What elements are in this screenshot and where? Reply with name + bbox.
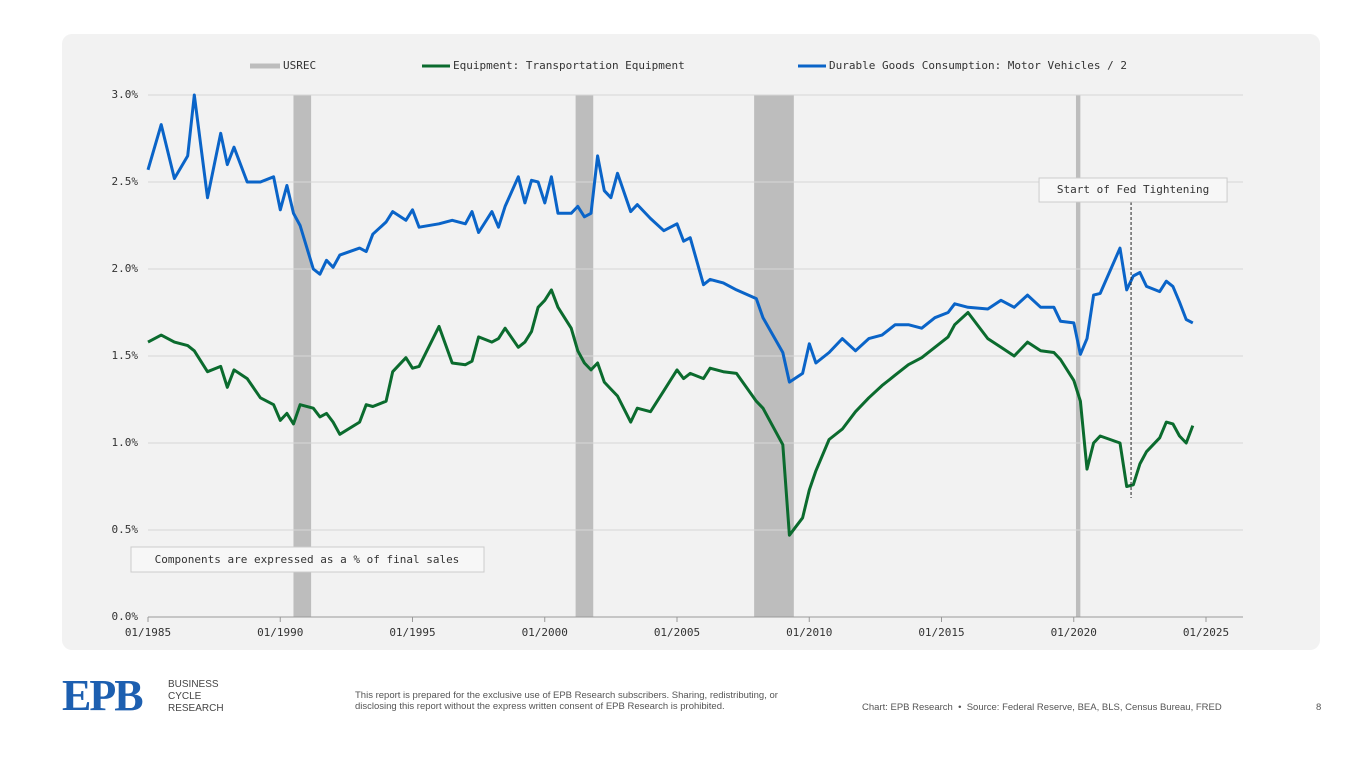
x-tick-label: 01/2005 bbox=[654, 626, 700, 639]
annotation-box bbox=[1038, 177, 1228, 203]
note-text: Components are expressed as a % of final… bbox=[155, 553, 460, 566]
logo: EPB bbox=[62, 671, 144, 720]
x-tick-label: 01/2025 bbox=[1183, 626, 1229, 639]
note-box bbox=[130, 546, 485, 573]
x-tick-label: 01/2020 bbox=[1051, 626, 1097, 639]
page-number: 8 bbox=[1316, 702, 1322, 713]
series-line bbox=[146, 93, 1194, 384]
y-tick-label: 1.0% bbox=[112, 436, 139, 449]
legend-label: Equipment: Transportation Equipment bbox=[453, 59, 685, 72]
y-tick-label: 3.0% bbox=[112, 88, 139, 101]
y-tick-label: 0.0% bbox=[112, 610, 139, 623]
x-tick-label: 01/2015 bbox=[918, 626, 964, 639]
x-tick-label: 01/2000 bbox=[522, 626, 568, 639]
source: Chart: EPB Research • Source: Federal Re… bbox=[862, 702, 1222, 713]
x-tick-label: 01/1990 bbox=[257, 626, 303, 639]
x-tick-label: 01/1985 bbox=[125, 626, 171, 639]
disclaimer-line: disclosing this report without the expre… bbox=[355, 701, 725, 712]
disclaimer-line: This report is prepared for the exclusiv… bbox=[355, 690, 778, 701]
chart-panel bbox=[62, 34, 1320, 650]
legend-label: USREC bbox=[283, 59, 316, 72]
brand: BUSINESS CYCLE RESEARCH bbox=[168, 679, 224, 715]
x-tick-label: 01/1995 bbox=[389, 626, 435, 639]
brand-line: RESEARCH bbox=[168, 703, 224, 714]
y-tick-label: 2.0% bbox=[112, 262, 139, 275]
legend-label: Durable Goods Consumption: Motor Vehicle… bbox=[829, 59, 1127, 72]
annotation-text: Start of Fed Tightening bbox=[1057, 183, 1209, 196]
y-tick-label: 2.5% bbox=[112, 175, 139, 188]
brand-line: BUSINESS bbox=[168, 679, 219, 690]
chart: 0.0% 0.5% 1.0% 1.5% 2.0% 2.5% 3.0% 01/1985 01/19… bbox=[62, 34, 1320, 650]
brand-line: CYCLE bbox=[168, 691, 202, 702]
disclaimer: This report is prepared for the exclusiv… bbox=[355, 690, 778, 712]
series-line bbox=[147, 288, 1195, 537]
x-tick-label: 01/2010 bbox=[786, 626, 832, 639]
y-tick-label: 0.5% bbox=[112, 523, 139, 536]
y-tick-label: 1.5% bbox=[112, 349, 139, 362]
